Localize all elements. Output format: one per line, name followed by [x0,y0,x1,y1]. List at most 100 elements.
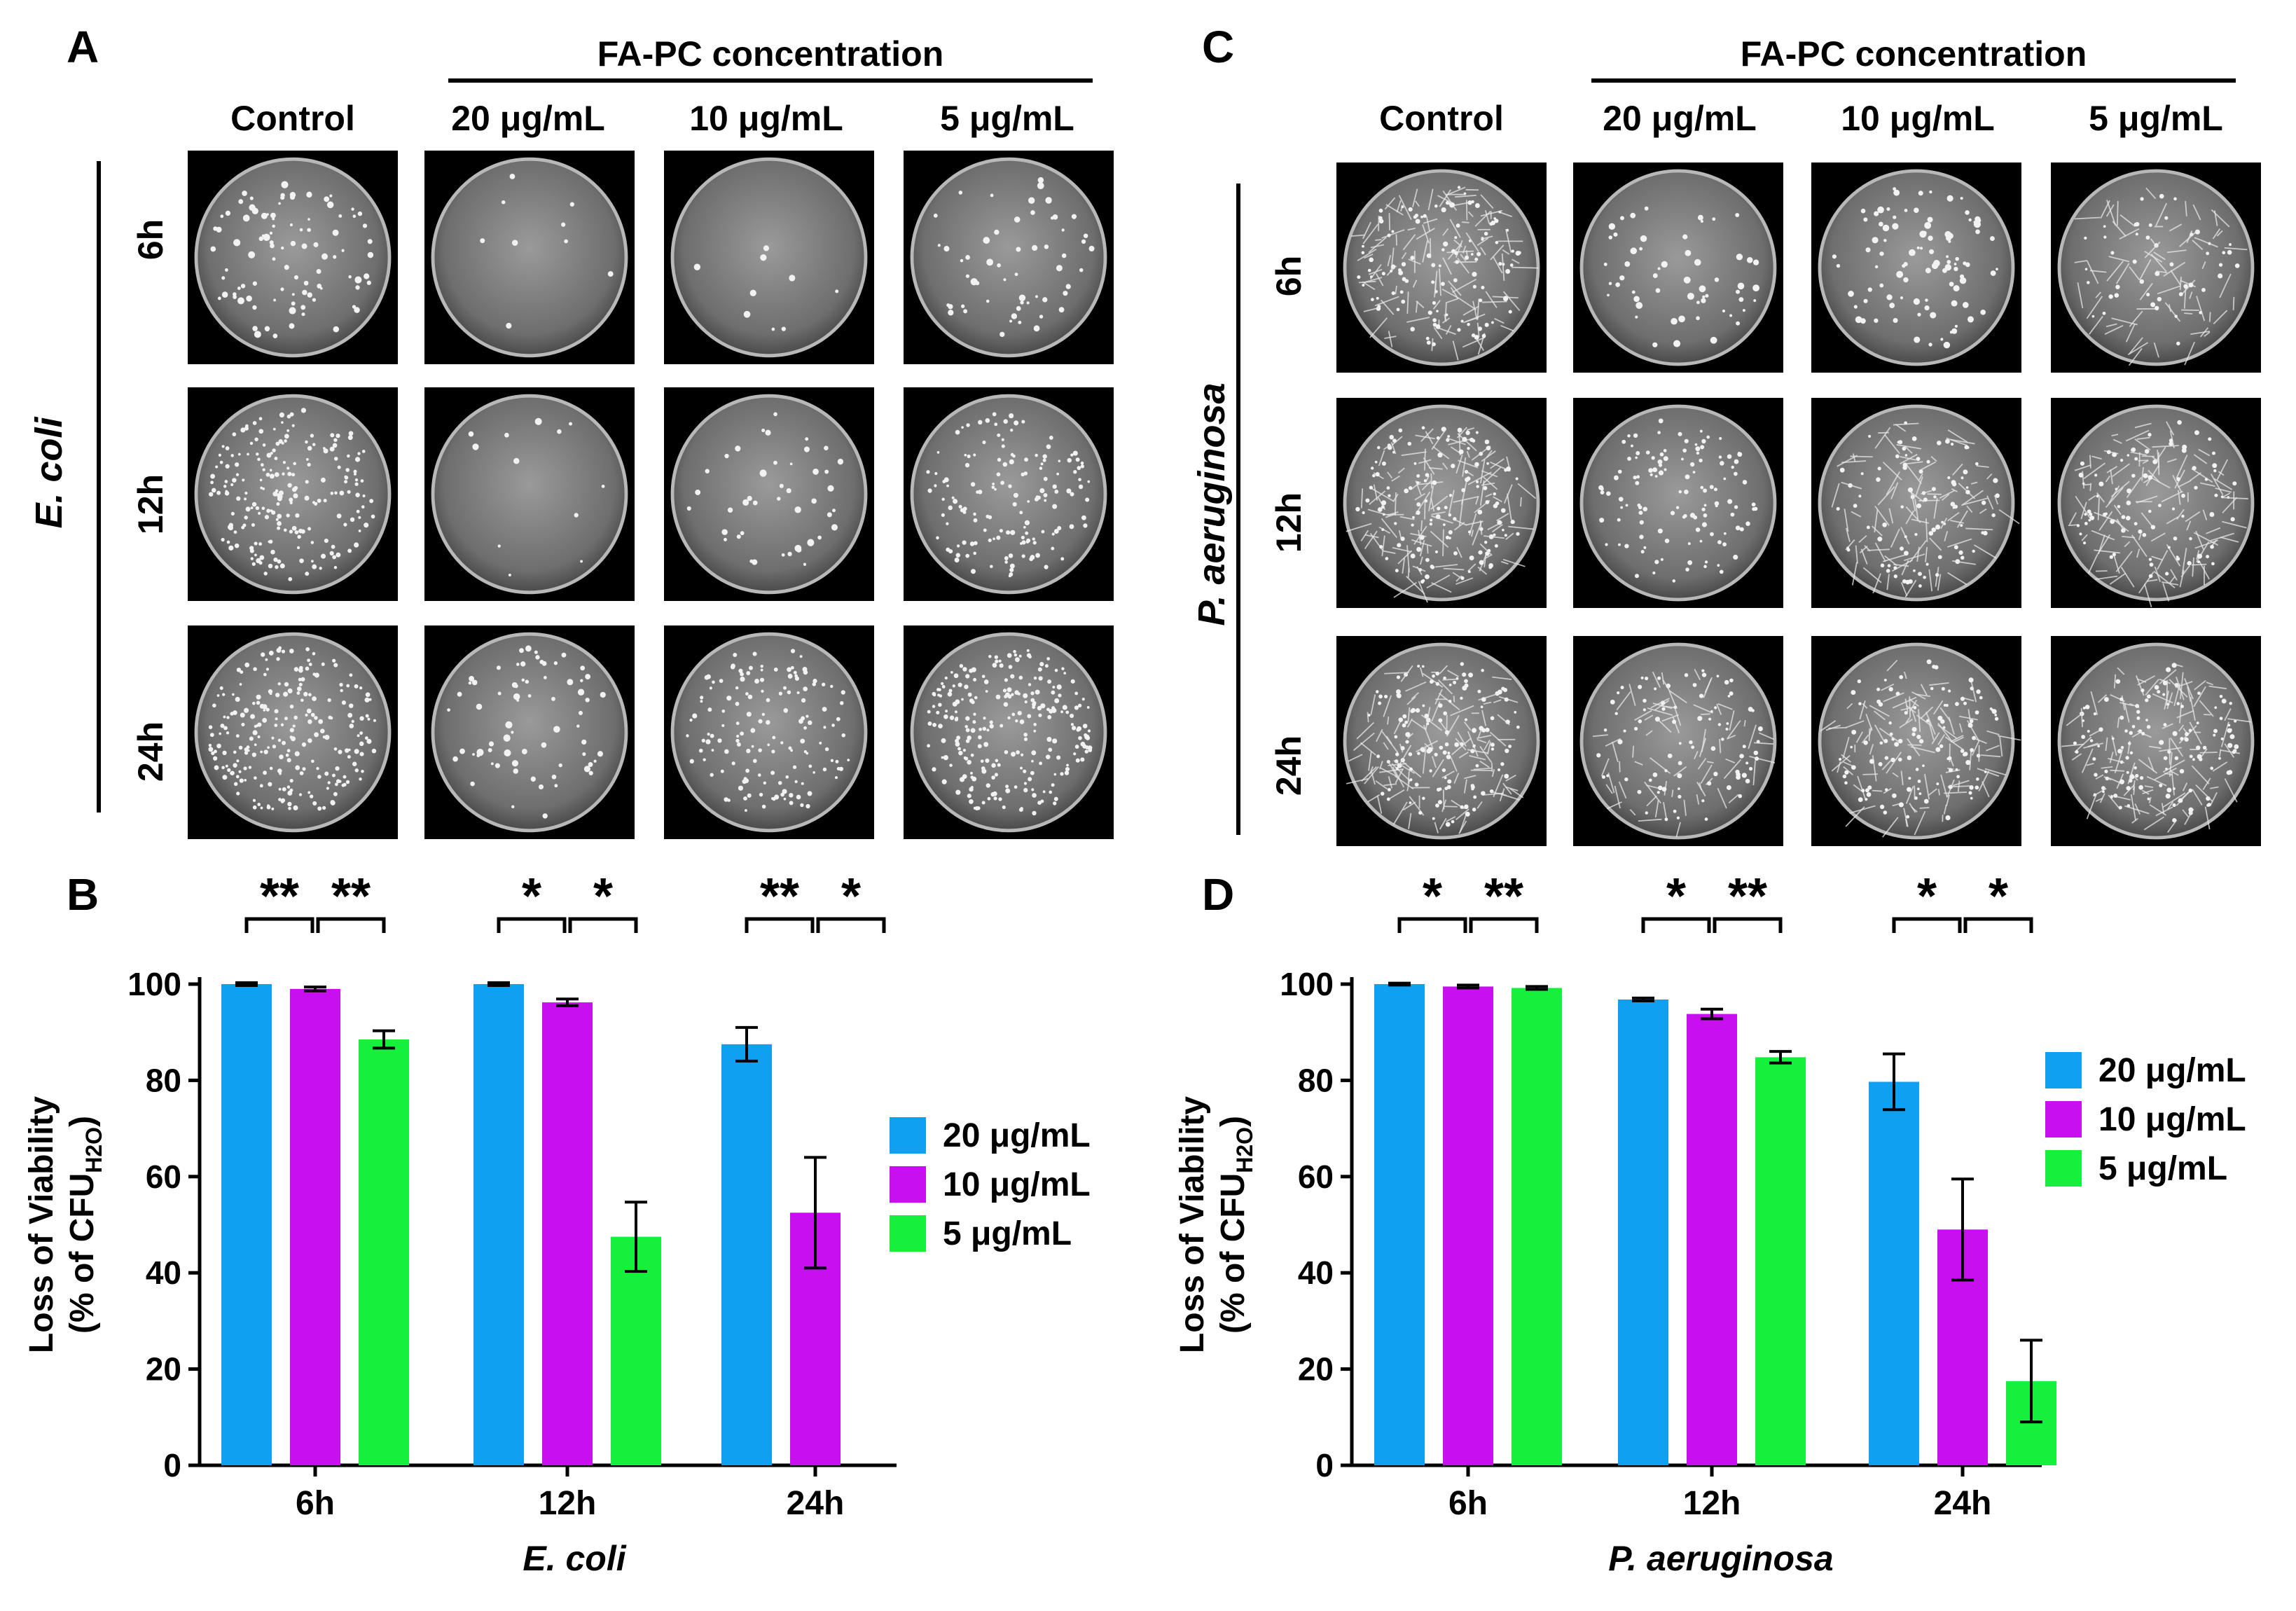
y-axis-label-line2: (% of CFUH2O) [64,1116,106,1334]
bar-6h-10μgmL [1443,986,1493,1465]
significance-stars: * [593,869,613,925]
left-plate-r2-c3 [664,387,874,601]
petri-dish [910,394,1107,595]
bar-chart-p-aeruginosa: 0 20 40 60 80 100 Loss of Viability (% of CFUH2… [1174,869,2246,1578]
right-plate-r1-c4 [2051,163,2261,373]
right-plate-r3-c1 [1336,636,1547,846]
col-header-20-left: 20 μg/mL [451,99,605,138]
significance-stars: ** [331,869,371,925]
significance-stars: ** [1484,869,1523,925]
panel-letter-b: B [67,869,99,920]
right-plate-r3-c3 [1811,636,2021,846]
bar-6h-5μgmL [359,1039,409,1465]
col-header-control-right: Control [1379,99,1504,138]
legend-label: 20 μg/mL [943,1117,1091,1154]
concentration-header-left: FA-PC concentration [597,34,944,74]
y-tick-label: 80 [146,1062,181,1098]
bar-6h-20μgmL [1374,984,1425,1465]
y-tick-label: 40 [146,1254,181,1291]
concentration-header-rule-left [448,78,1093,83]
left-plate-r1-c4 [904,151,1114,364]
petri-dish [2057,642,2255,840]
right-plate-r1-c1 [1336,163,1547,373]
left-plate-r2-c2 [424,387,635,601]
left-plate-r1-c1 [188,151,398,364]
petri-dish [2057,169,2255,366]
left-plate-r1-c3 [664,151,874,364]
left-plate-r1-c2 [424,151,635,364]
significance-bracket [1713,917,1783,933]
row-label-12h-left: 12h [131,473,170,535]
significance-bracket [1963,917,2033,933]
right-plate-r2-c1 [1336,398,1547,608]
y-tick-label: 20 [146,1351,181,1388]
y-tick-label: 20 [1298,1351,1334,1388]
petri-dish [1579,404,1777,602]
legend-label: 5 μg/mL [943,1215,1072,1252]
bar-6h-20μgmL [221,984,272,1465]
petri-dish [1343,169,1540,366]
y-tick-label: 0 [1315,1447,1334,1484]
petri-dish [670,632,868,833]
left-plate-r2-c1 [188,387,398,601]
row-label-12h-right: 12h [1269,492,1308,553]
significance-stars: * [1917,869,1937,925]
y-axis-label-subscript: H2O [81,1127,106,1173]
legend-label: 10 μg/mL [943,1166,1091,1203]
legend-label: 20 μg/mL [2098,1052,2246,1089]
y-tick-label: 60 [1298,1159,1334,1195]
petri-dish [1579,169,1777,366]
significance-bracket [244,917,314,933]
petri-dish [1343,642,1540,840]
y-axis-label-subscript: H2O [1232,1127,1257,1173]
panel-letter-c: C [1202,22,1235,72]
significance-bracket [1397,917,1467,933]
y-axis-label-line1: Loss of Viability [1174,1096,1211,1354]
bar-24h-20μgmL [1869,1081,1919,1465]
significance-bracket [497,917,567,933]
legend-swatch [2045,1052,2082,1088]
concentration-header-rule-right [1591,78,2236,83]
petri-dish [1818,642,2015,840]
y-tick-label: 80 [1298,1062,1334,1098]
petri-dish [1818,169,2015,366]
petri-dish [910,632,1107,833]
right-plate-r2-c4 [2051,398,2261,608]
petri-dish [1818,404,2015,602]
col-header-5-right: 5 μg/mL [2089,99,2223,138]
left-plate-r2-c4 [904,387,1114,601]
panel-letter-a: A [67,22,99,72]
bar-12h-5μgmL [611,1236,661,1465]
right-plate-r2-c3 [1811,398,2021,608]
y-tick-label: 40 [1298,1254,1334,1291]
bar-12h-10μgmL [1687,1014,1737,1465]
x-tick-label: 6h [1448,1485,1488,1522]
significance-bracket [568,917,638,933]
bar-6h-10μgmL [290,988,340,1465]
organism-bracket-right [1236,184,1240,835]
x-axis-label: E. coli [523,1539,626,1578]
legend-swatch [890,1117,926,1154]
significance-stars: ** [760,869,799,925]
y-tick-label: 60 [146,1159,181,1195]
y-axis-label-prefix: (% of CFU [64,1173,101,1334]
y-axis-label-line2: (% of CFUH2O) [1215,1116,1257,1334]
left-plate-r3-c1 [188,625,398,839]
significance-bracket [816,917,886,933]
x-tick-label: 24h [787,1485,845,1522]
x-axis-label: P. aeruginosa [1608,1539,1833,1578]
significance-stars: ** [260,869,299,925]
col-header-control-left: Control [230,99,355,138]
col-header-10-left: 10 μg/mL [689,99,843,138]
organism-label-right: P. aeruginosa [1191,382,1233,626]
significance-stars: * [1989,869,2008,925]
bar-12h-20μgmL [1618,999,1668,1465]
significance-bracket [1892,917,1962,933]
concentration-header-right: FA-PC concentration [1740,34,2087,74]
significance-bracket [1641,917,1711,933]
petri-dish [194,394,392,595]
x-tick-label: 6h [296,1485,335,1522]
petri-dish [431,157,628,358]
right-plate-r3-c4 [2051,636,2261,846]
petri-dish [670,157,868,358]
